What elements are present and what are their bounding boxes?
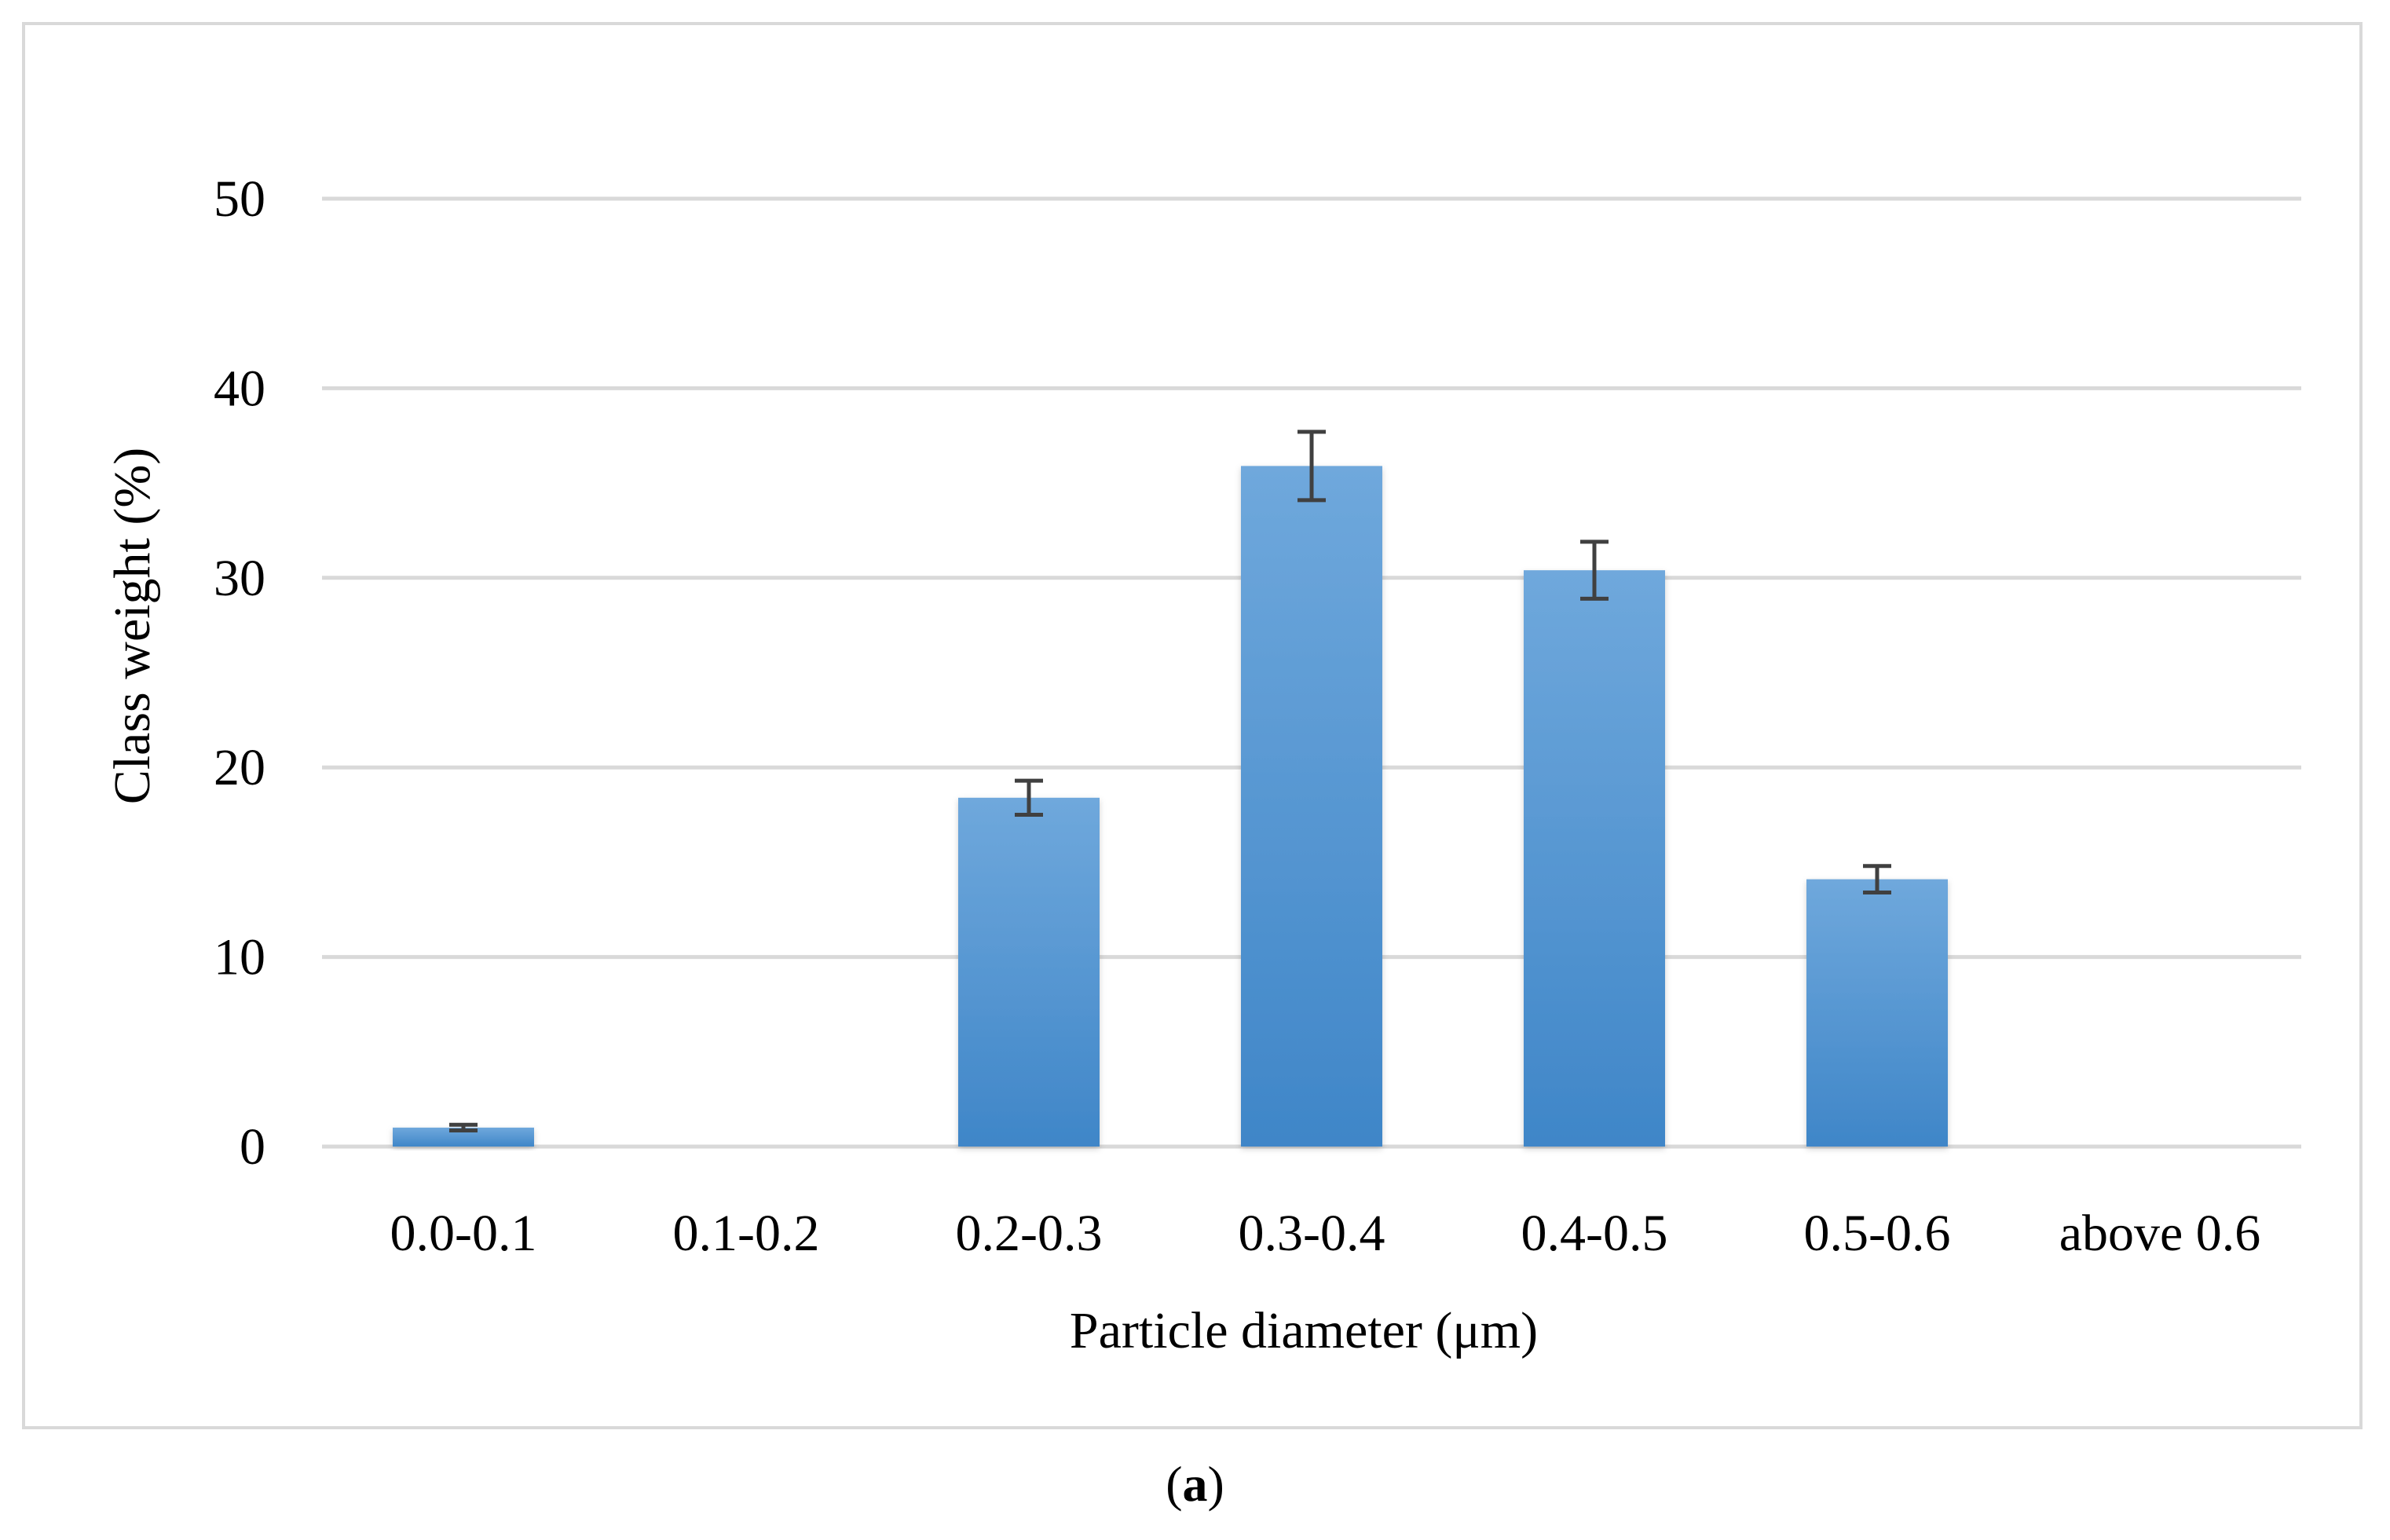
gridlines (322, 196, 2301, 1149)
bar (958, 797, 1100, 1147)
bar (1524, 570, 1665, 1147)
panel-label-close: ) (1207, 1456, 1224, 1512)
panel-label-letter: a (1182, 1456, 1208, 1512)
bar (1241, 466, 1382, 1147)
x-tick-labels: 0.0-0.1 0.1-0.2 0.2-0.3 0.3-0.4 0.4-0.5 0.5-0… (390, 1205, 2261, 1262)
error-bar (1297, 430, 1326, 503)
y-tick-labels: 0 10 20 30 40 50 (214, 170, 265, 1176)
panel-label: (a) (0, 1459, 2390, 1509)
bars (393, 466, 1948, 1147)
y-tick-label: 0 (240, 1118, 265, 1176)
error-bar (1863, 864, 1891, 895)
x-axis-title: Particle diameter (μm) (1070, 1302, 1538, 1359)
y-tick-label: 30 (214, 550, 265, 607)
x-tick-label: above 0.6 (2059, 1205, 2261, 1262)
error-bar (449, 1122, 478, 1132)
y-tick-label: 50 (214, 170, 265, 228)
panel-label-open: ( (1166, 1456, 1183, 1512)
x-tick-label: 0.1-0.2 (673, 1205, 820, 1262)
error-bar (1015, 778, 1043, 818)
x-tick-label: 0.4-0.5 (1521, 1205, 1668, 1262)
error-bar (1580, 540, 1609, 601)
x-tick-label: 0.5-0.6 (1804, 1205, 1951, 1262)
x-tick-label: 0.2-0.3 (956, 1205, 1103, 1262)
chart-frame (22, 22, 2363, 1429)
x-tick-label: 0.0-0.1 (390, 1205, 537, 1262)
y-tick-label: 20 (214, 739, 265, 796)
bar (1806, 879, 1948, 1147)
y-tick-label: 40 (214, 360, 265, 417)
x-tick-label: 0.3-0.4 (1239, 1205, 1385, 1262)
y-tick-label: 10 (214, 929, 265, 986)
y-axis-title: Class weight (%) (104, 448, 161, 805)
error-bars (449, 430, 1891, 1132)
